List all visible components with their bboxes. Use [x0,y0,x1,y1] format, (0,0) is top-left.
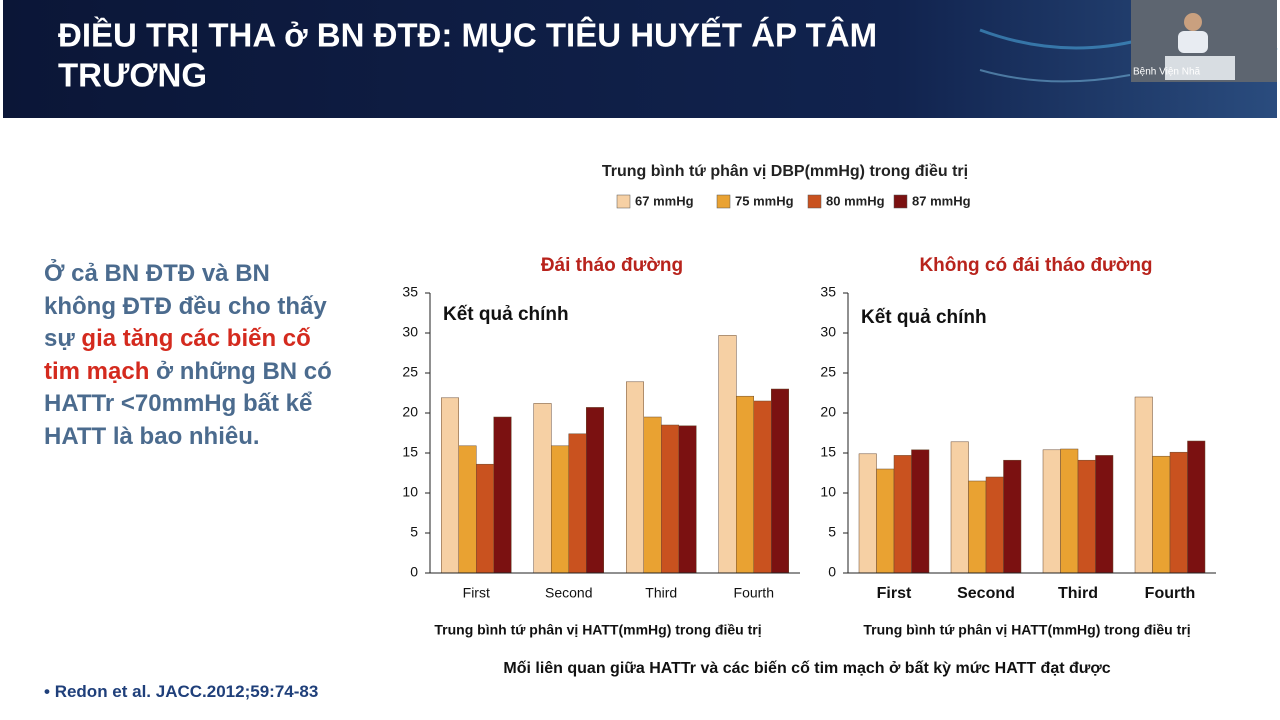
y-tick-label: 5 [410,524,418,540]
annotation: Kết quả chính [861,307,987,328]
bar [736,395,754,574]
y-tick-label: 30 [820,324,836,340]
body-text: Ở cả BN ĐTĐ và BN không ĐTĐ đều cho thấy… [44,258,344,453]
bar [568,433,587,574]
bar [876,468,895,574]
x-tick-label: Second [545,585,592,601]
text-run: ở những BN có HATTr <70mmHg bất kể HATT … [44,357,332,450]
bar [476,463,494,574]
video-caption: Bệnh Viện Nhã [1133,67,1201,78]
y-tick-label: 25 [820,364,836,380]
bar [661,424,679,574]
y-tick-label: 0 [410,564,418,580]
y-tick-label: 35 [820,284,836,300]
bar [950,441,969,574]
y-tick-label: 10 [402,484,418,500]
video-desk [1165,56,1235,80]
y-tick-label: 5 [828,524,836,540]
x-tick-label: Third [645,585,677,601]
slide-title: ĐIỀU TRỊ THA ở BN ĐTĐ: MỤC TIÊU HUYẾT ÁP… [58,17,877,54]
bar [1042,449,1061,574]
x-axis-label: Trung bình tứ phân vị HATT(mmHg) trong đ… [434,622,761,638]
bar [1095,455,1114,574]
bar [718,335,737,574]
bar [1152,455,1171,574]
legend-label: 67 mmHg [635,193,694,208]
chart-title: Không có đái tháo đường [919,255,1152,276]
bar [911,449,930,574]
header-decoration [979,69,1131,83]
bar [678,425,697,574]
bar [858,453,877,574]
figure-title: Trung bình tứ phân vị DBP(mmHg) trong đi… [602,163,968,180]
legend-label: 80 mmHg [826,193,885,208]
bar [493,416,512,574]
bar [968,480,987,574]
bar [1169,451,1188,574]
bar [441,397,459,574]
bar [586,407,604,574]
x-tick-label: Second [957,585,1015,602]
x-tick-label: First [877,585,912,602]
bar [1060,448,1079,574]
y-tick-label: 15 [402,444,418,460]
y-tick-label: 20 [402,404,418,420]
bar [893,455,912,574]
y-tick-label: 25 [402,364,418,380]
slide-title: TRƯƠNG [58,57,207,94]
bar [533,403,552,574]
legend-swatch [716,194,731,209]
bar [985,476,1004,574]
bar [1134,396,1153,574]
bar [771,388,789,574]
reference: • Redon et al. JACC.2012;59:74-83 [44,682,319,701]
y-tick-label: 10 [820,484,836,500]
video-person [1178,31,1208,53]
bar [753,400,772,574]
x-tick-label: Fourth [734,585,774,601]
legend-swatch [616,194,631,209]
y-tick-label: 20 [820,404,836,420]
y-tick-label: 30 [402,324,418,340]
figure-caption: Mối liên quan giữa HATTr và các biến cố … [503,660,1110,677]
legend-label: 87 mmHg [912,193,971,208]
bar [458,445,477,574]
bar [1003,459,1022,574]
video-person [1184,13,1202,31]
x-tick-label: Fourth [1145,585,1196,602]
legend-label: 75 mmHg [735,193,794,208]
bar [1187,440,1206,574]
x-tick-label: Third [1058,585,1098,602]
legend-swatch [807,194,822,209]
text-run: Ở cả BN ĐTĐ và BN không ĐTĐ đều cho thấy… [44,260,327,352]
x-axis-label: Trung bình tứ phân vị HATT(mmHg) trong đ… [863,622,1190,638]
text-run: gia tăng các biến cố tim mạch [44,325,311,385]
x-tick-label: First [463,585,490,601]
y-tick-label: 35 [402,284,418,300]
y-tick-label: 15 [820,444,836,460]
chart-title: Đái tháo đường [541,255,683,276]
header-band [3,0,1277,118]
y-tick-label: 0 [828,564,836,580]
legend-swatch [893,194,908,209]
bar [626,381,644,574]
bar [643,416,662,574]
reference-text: Redon et al. JACC.2012;59:74-83 [54,682,319,701]
annotation: Kết quả chính [443,304,569,325]
bar [551,445,569,574]
bar [1077,459,1096,574]
